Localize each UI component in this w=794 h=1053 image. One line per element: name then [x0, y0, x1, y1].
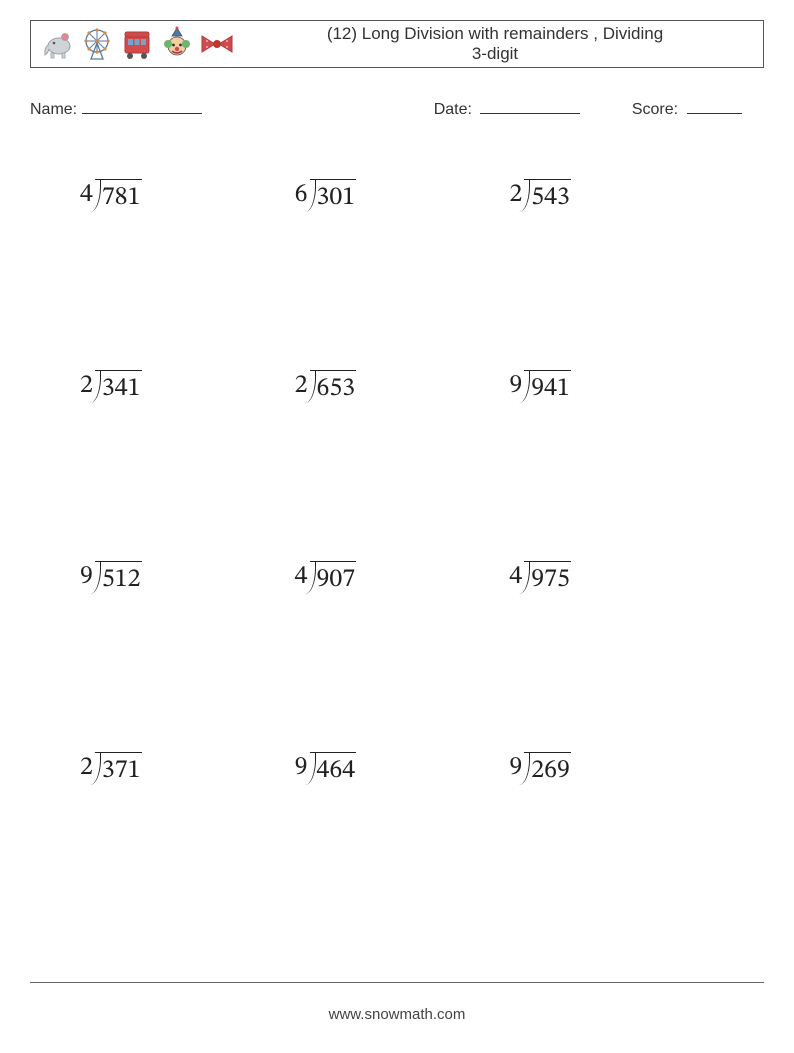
name-blank[interactable]	[82, 98, 202, 114]
dividend: 543	[524, 179, 571, 210]
footer-text: www.snowmath.com	[0, 1006, 794, 1023]
dividend: 341	[95, 370, 142, 401]
division-problem: 2543	[509, 179, 724, 215]
score-blank[interactable]	[687, 98, 742, 114]
dividend: 975	[524, 561, 571, 592]
division-problem: 6301	[295, 179, 510, 215]
title-line-2: 3-digit	[472, 44, 518, 63]
dividend: 512	[95, 561, 142, 592]
score-label: Score:	[632, 101, 678, 118]
tram-icon	[119, 26, 155, 62]
date-blank[interactable]	[480, 98, 580, 114]
dividend: 941	[524, 370, 571, 401]
bowtie-icon	[199, 26, 235, 62]
dividend: 653	[310, 370, 357, 401]
meta-row: Name: Date: Score:	[30, 98, 764, 119]
worksheet-title: (12) Long Division with remainders , Div…	[235, 24, 755, 65]
division-problem: 9941	[509, 370, 724, 406]
ferris-wheel-icon	[79, 26, 115, 62]
footer-rule	[30, 982, 764, 983]
elephant-icon	[39, 26, 75, 62]
division-problem: 4907	[295, 561, 510, 597]
division-problem: 2371	[80, 752, 295, 788]
dividend: 781	[95, 179, 142, 210]
dividend: 371	[95, 752, 142, 783]
name-field: Name:	[30, 98, 434, 119]
division-problem: 2341	[80, 370, 295, 406]
worksheet-page: (12) Long Division with remainders , Div…	[0, 0, 794, 1053]
date-label: Date:	[434, 101, 472, 118]
division-problem: 4975	[509, 561, 724, 597]
division-problem: 9512	[80, 561, 295, 597]
header-box: (12) Long Division with remainders , Div…	[30, 20, 764, 68]
division-problem: 2653	[295, 370, 510, 406]
clown-icon	[159, 26, 195, 62]
date-field: Date:	[434, 98, 632, 119]
score-field: Score:	[632, 98, 764, 119]
division-problem: 9464	[295, 752, 510, 788]
dividend: 301	[310, 179, 357, 210]
dividend: 907	[310, 561, 357, 592]
title-line-1: (12) Long Division with remainders , Div…	[327, 24, 663, 43]
header-icons	[39, 26, 235, 62]
dividend: 464	[310, 752, 357, 783]
division-problem: 4781	[80, 179, 295, 215]
name-label: Name:	[30, 101, 77, 118]
problems-grid: 4781 6301 2543 2341 2653 9941 9512 4907 …	[30, 179, 764, 788]
division-problem: 9269	[509, 752, 724, 788]
dividend: 269	[524, 752, 571, 783]
